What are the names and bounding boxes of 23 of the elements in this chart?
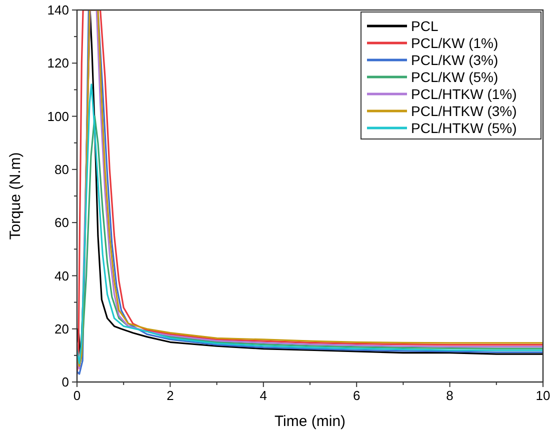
y-tick-label: 40	[54, 268, 69, 284]
y-tick-label: 100	[47, 108, 69, 124]
x-tick-label: 2	[166, 388, 174, 403]
legend-label: PCL/HTKW (3%)	[411, 102, 517, 119]
legend-label: PCL/HTKW (1%)	[411, 86, 517, 102]
y-tick-label: 60	[54, 215, 69, 230]
y-tick-label: 140	[47, 2, 69, 18]
x-tick-label: 0	[73, 388, 81, 403]
x-tick-label: 6	[352, 388, 360, 403]
y-tick-label: 20	[54, 321, 69, 336]
legend-label: PCL/KW (5%)	[411, 68, 498, 85]
y-tick-label: 120	[47, 56, 69, 71]
y-axis-title: Torque (N.m)	[7, 152, 24, 240]
legend-label: PCL/KW (1%)	[411, 34, 498, 51]
x-tick-label: 8	[446, 388, 454, 403]
x-tick-label: 4	[260, 388, 268, 403]
legend-label: PCL	[411, 18, 438, 34]
y-tick-label: 80	[54, 162, 69, 177]
y-tick-label: 0	[62, 374, 69, 390]
x-axis-title: Time (min)	[274, 413, 346, 430]
legend-label: PCL/KW (3%)	[411, 52, 498, 68]
legend-label: PCL/HTKW (5%)	[411, 120, 517, 136]
x-tick-label: 10	[536, 388, 550, 403]
